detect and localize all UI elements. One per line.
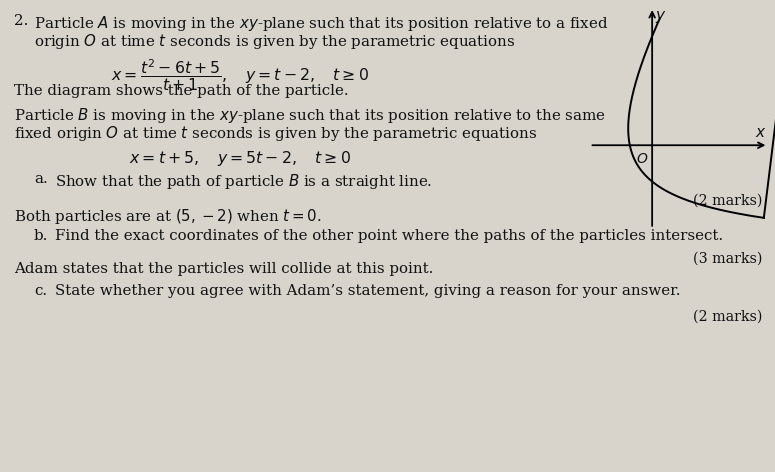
Text: b.: b. xyxy=(34,229,48,243)
Text: a.: a. xyxy=(34,172,48,186)
Text: $x = \dfrac{t^2-6t+5}{t+1},\quad y=t-2,\quad t\geq 0$: $x = \dfrac{t^2-6t+5}{t+1},\quad y=t-2,\… xyxy=(111,57,369,93)
Text: (2 marks): (2 marks) xyxy=(693,310,762,324)
Text: fixed origin $O$ at time $t$ seconds is given by the parametric equations: fixed origin $O$ at time $t$ seconds is … xyxy=(14,124,537,143)
Text: State whether you agree with Adam’s statement, giving a reason for your answer.: State whether you agree with Adam’s stat… xyxy=(55,284,680,298)
Text: (3 marks): (3 marks) xyxy=(693,252,762,266)
Text: $x=t+5,\quad y=5t-2,\quad t\geq 0$: $x=t+5,\quad y=5t-2,\quad t\geq 0$ xyxy=(129,149,351,168)
Text: $y$: $y$ xyxy=(656,9,667,25)
Text: Both particles are at $(5,-2)$ when $t=0$.: Both particles are at $(5,-2)$ when $t=0… xyxy=(14,207,322,226)
Text: Particle $A$ is moving in the $xy$-plane such that its position relative to a fi: Particle $A$ is moving in the $xy$-plane… xyxy=(34,14,608,33)
Text: $x$: $x$ xyxy=(755,126,766,140)
Text: $O$: $O$ xyxy=(636,152,649,166)
Text: The diagram shows the path of the particle.: The diagram shows the path of the partic… xyxy=(14,84,349,98)
Text: Find the exact coordinates of the other point where the paths of the particles i: Find the exact coordinates of the other … xyxy=(55,229,723,243)
Text: Adam states that the particles will collide at this point.: Adam states that the particles will coll… xyxy=(14,262,433,276)
Text: Show that the path of particle $B$ is a straight line.: Show that the path of particle $B$ is a … xyxy=(55,172,432,191)
Text: 2.: 2. xyxy=(14,14,29,28)
Text: Particle $B$ is moving in the $xy$-plane such that its position relative to the : Particle $B$ is moving in the $xy$-plane… xyxy=(14,106,606,125)
Text: c.: c. xyxy=(34,284,47,298)
Text: origin $O$ at time $t$ seconds is given by the parametric equations: origin $O$ at time $t$ seconds is given … xyxy=(34,32,515,51)
Text: (2 marks): (2 marks) xyxy=(693,194,762,208)
